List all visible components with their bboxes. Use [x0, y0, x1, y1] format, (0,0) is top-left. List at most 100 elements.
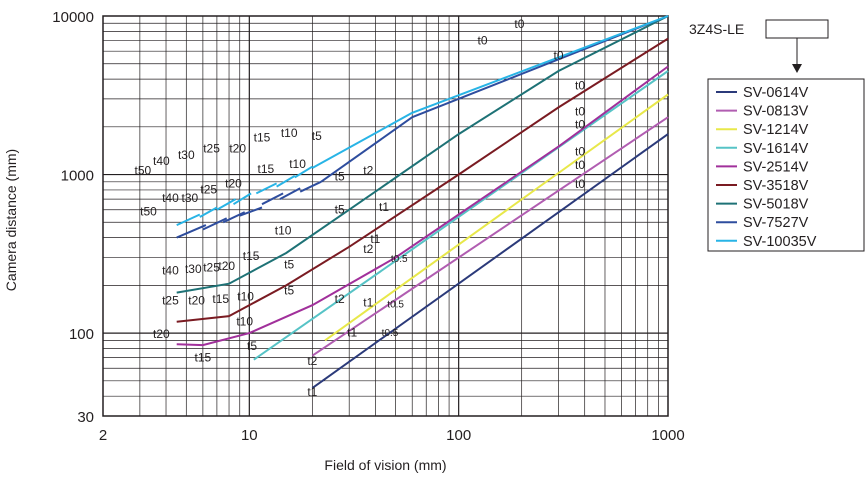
series-annotation: t5: [284, 284, 294, 298]
series-line: [320, 116, 413, 183]
series-line: [276, 175, 296, 188]
series-annotation: t40: [162, 263, 179, 277]
series-line: [311, 116, 669, 357]
series-line: [279, 187, 301, 200]
series-line: [232, 192, 252, 206]
series-annotation: t40: [162, 191, 179, 205]
series-annotation: t5: [335, 202, 345, 216]
series-annotation: t20: [229, 141, 246, 155]
legend-label: SV-3518V: [743, 178, 809, 194]
series-annotation: t1: [307, 385, 317, 399]
x-tick-label: 10: [241, 427, 258, 444]
y-tick-label: 1000: [61, 168, 94, 185]
tick-labels: 2 10 100 1000 30 100 1000 10000: [52, 9, 684, 444]
series-line: [294, 165, 313, 179]
camera-label: 3Z4S-LE: [689, 21, 744, 37]
series-annotation: t25: [203, 260, 220, 274]
series-annotation: t15: [243, 249, 260, 263]
series-line: [222, 211, 246, 224]
series-line: [261, 192, 284, 206]
series-annotation: t1: [379, 200, 389, 214]
series-annotation: t10: [281, 126, 298, 140]
plot-area-frame: [102, 15, 669, 417]
series-annotation: t1: [370, 232, 380, 246]
series-annotation: t0.5: [382, 328, 399, 339]
series-annotation: t0: [478, 34, 488, 48]
x-tick-label: 2: [99, 427, 107, 444]
series-line: [176, 15, 669, 294]
y-axis-title: Camera distance (mm): [3, 149, 19, 291]
series-annotation: t20: [188, 293, 205, 307]
series-line: [311, 111, 413, 169]
series-annotation: t50: [140, 205, 157, 219]
legend: SV-0614V SV-0813V SV-1214V SV-1614V SV-2514V…: [707, 78, 865, 252]
series-line: [202, 217, 228, 231]
series-line: [176, 65, 669, 347]
series-annotation: t0: [575, 78, 585, 92]
series-annotation: t2: [307, 354, 317, 368]
series-annotation: t0: [575, 105, 585, 119]
legend-items: SV-0614V SV-0813V SV-1214V SV-1614V SV-2514V…: [716, 85, 817, 250]
x-axis-title: Field of vision (mm): [324, 457, 446, 473]
series-annotation: t10: [289, 157, 306, 171]
legend-label: SV-0813V: [743, 104, 809, 120]
series-annotation: t0: [575, 118, 585, 132]
series-line: [216, 198, 237, 211]
series-annotation: t20: [218, 259, 235, 273]
series-annotation: t5: [312, 129, 322, 143]
camera-arrow-head: [792, 64, 802, 73]
series-annotation: t1: [347, 326, 357, 340]
series-annotation: t20: [153, 327, 170, 341]
series-annotation: t0: [575, 177, 585, 191]
camera-box: 3Z4S-LE: [689, 19, 829, 73]
series-annotation: t10: [237, 290, 254, 304]
legend-label: SV-5018V: [743, 197, 809, 213]
series-line: [199, 206, 218, 218]
series-line: [176, 224, 207, 239]
series-annotation: t15: [195, 351, 212, 365]
series-line: [176, 37, 669, 323]
series-annotation: t0.5: [391, 254, 408, 265]
series-annotation: t30: [182, 191, 199, 205]
series-annotation: t2: [363, 164, 373, 178]
series-annotation: t5: [247, 339, 257, 353]
series-line: [255, 182, 278, 195]
legend-label: SV-1214V: [743, 122, 809, 138]
series-annotation: t15: [258, 162, 275, 176]
legend-label: SV-2514V: [743, 159, 809, 175]
series-annotation: t0: [575, 144, 585, 158]
series-annotation: t30: [178, 148, 195, 162]
series-annotation: t25: [203, 141, 220, 155]
series-annotation: t5: [335, 169, 345, 183]
series-annotation: t2: [363, 242, 373, 256]
series-annotation: t1: [363, 296, 373, 310]
grid: [103, 16, 668, 416]
series-annotation: t10: [236, 314, 253, 328]
series-line: [176, 213, 201, 227]
series-annotation: t0: [514, 17, 524, 31]
y-tick-label: 30: [77, 409, 94, 426]
x-tick-label: 100: [446, 427, 471, 444]
y-tick-label: 100: [69, 326, 94, 343]
legend-label: SV-7527V: [743, 215, 809, 231]
legend-label: SV-10035V: [743, 234, 817, 250]
series-annotation: t15: [212, 292, 229, 306]
y-tick-label: 10000: [52, 9, 94, 26]
series-annotation: t20: [225, 176, 242, 190]
series-line: [253, 70, 669, 361]
series-annotation: t25: [200, 182, 217, 196]
legend-label: SV-1614V: [743, 141, 809, 157]
series-annotation: t5: [284, 258, 294, 272]
series-annotation: t25: [162, 293, 179, 307]
series-line: [299, 180, 322, 193]
series-annotation: t0: [554, 49, 564, 63]
series-annotation: t50: [135, 164, 152, 178]
series-line: [311, 133, 669, 389]
series-line: [411, 15, 669, 114]
legend-label: SV-0614V: [743, 85, 809, 101]
x-tick-label: 1000: [651, 427, 684, 444]
series-annotation: t30: [185, 262, 202, 276]
series-annotation: t2: [335, 292, 345, 306]
